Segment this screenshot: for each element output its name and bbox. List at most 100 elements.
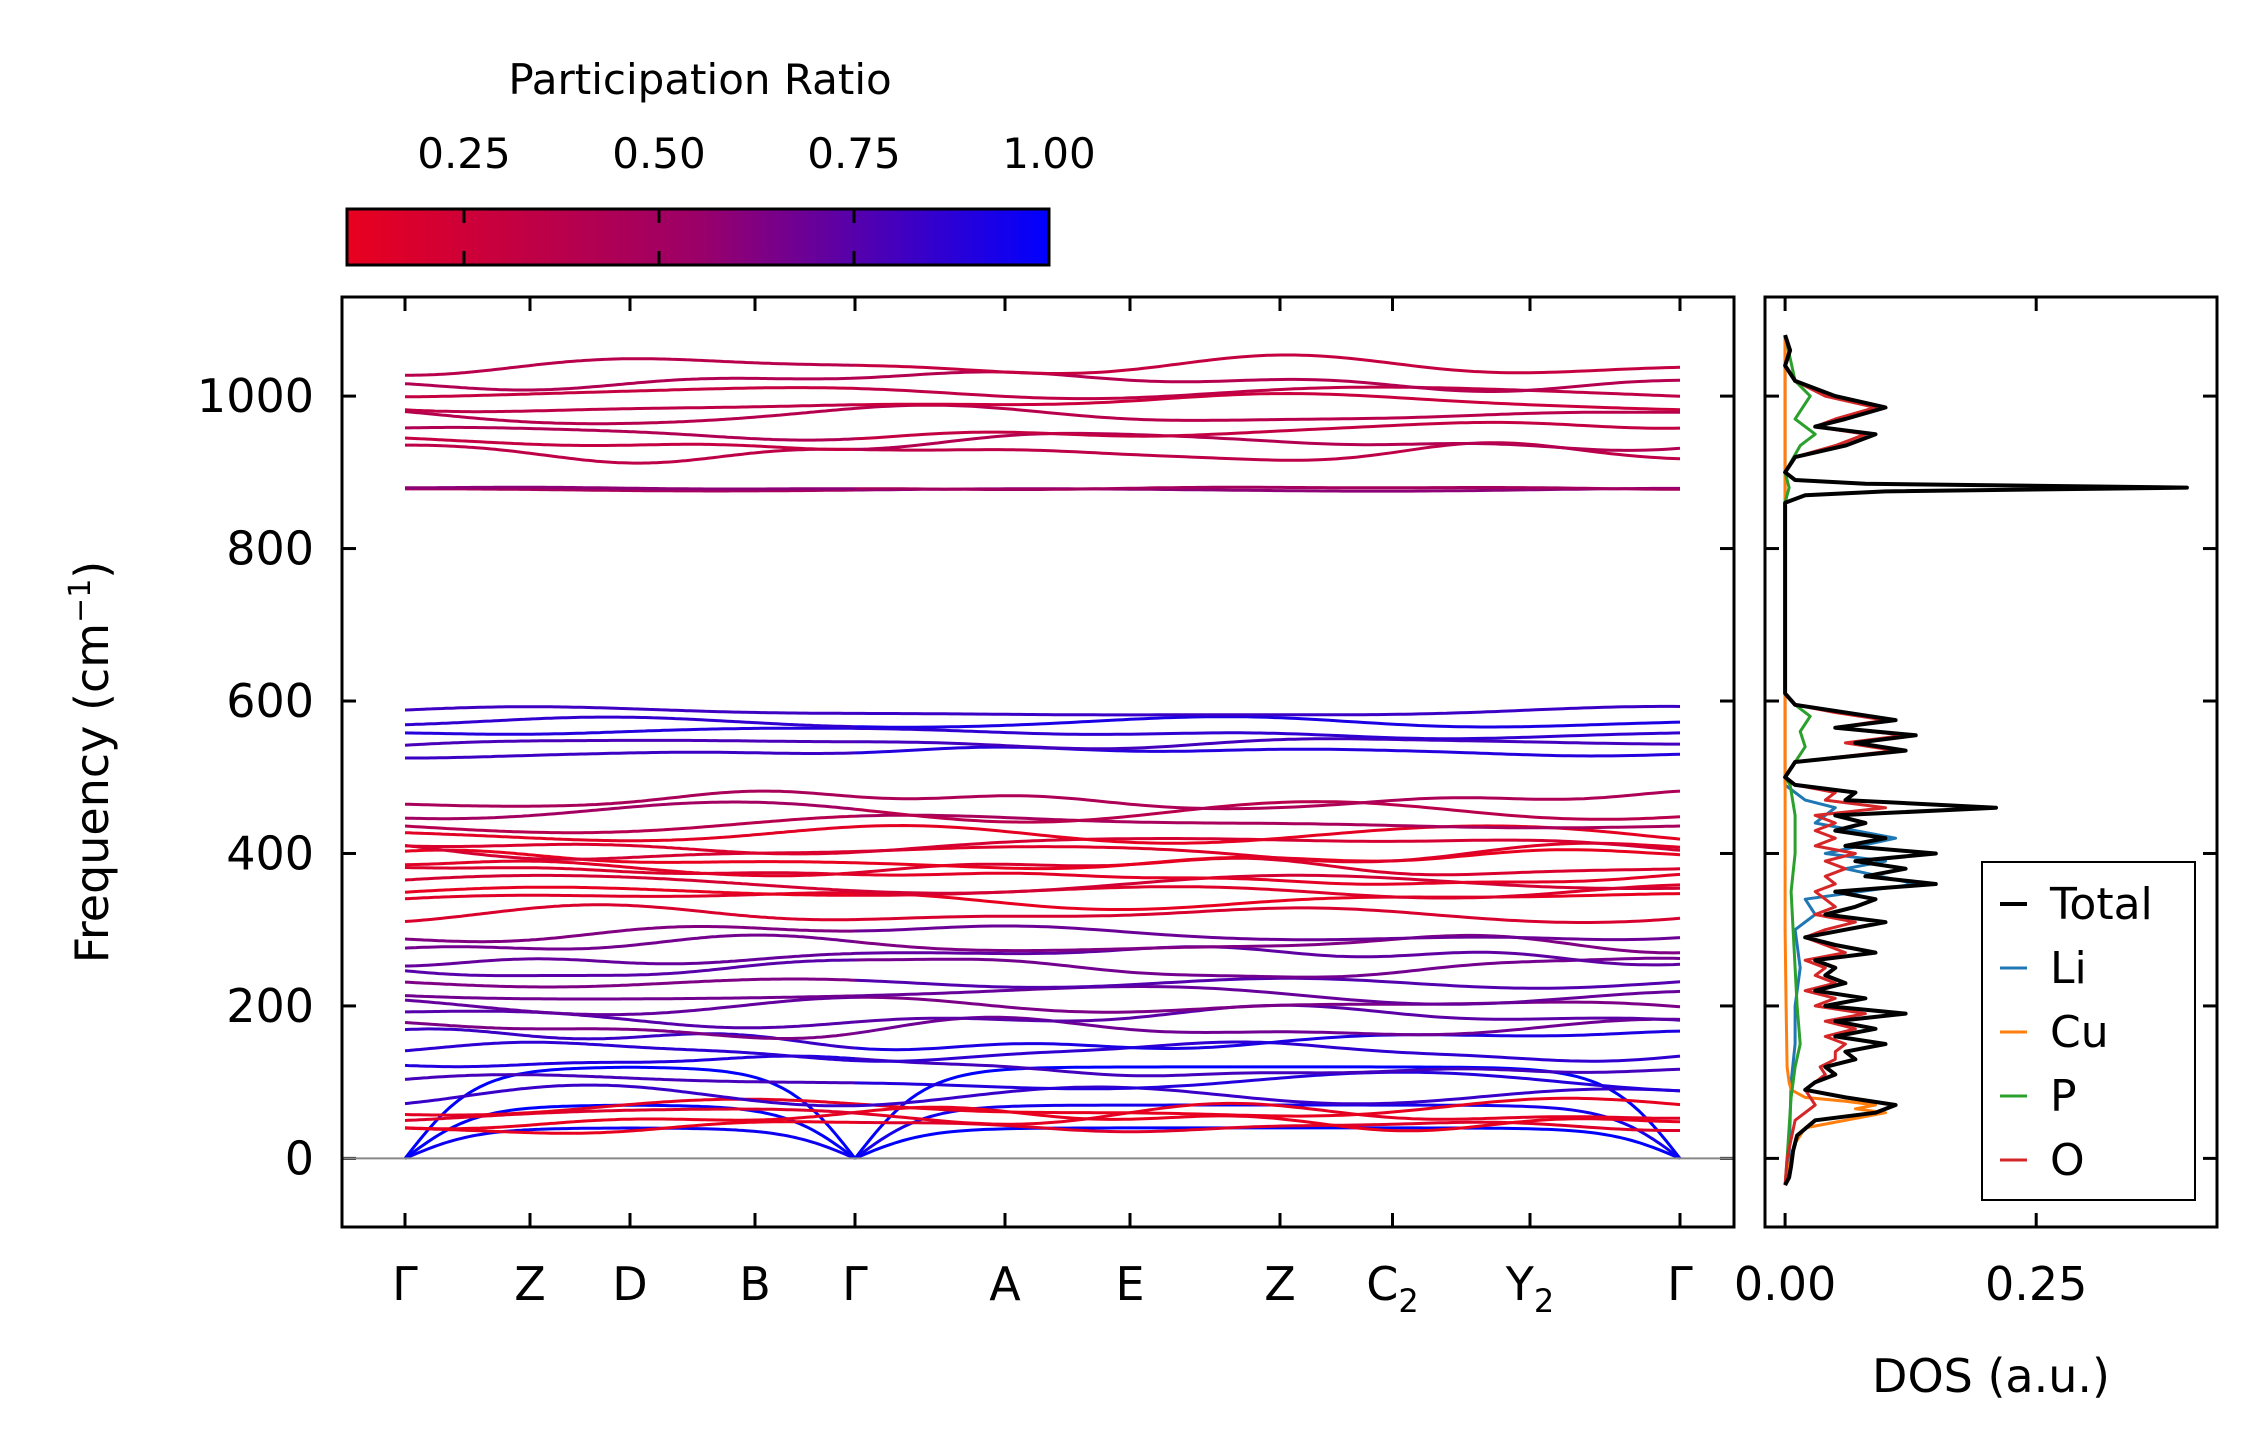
phonon-band xyxy=(854,1015,1681,1037)
phonon-band xyxy=(404,726,856,736)
phonon-band xyxy=(405,485,855,491)
phonon-band xyxy=(855,704,1681,717)
dos-lines xyxy=(1783,334,2189,1187)
phonon-band xyxy=(854,933,1681,955)
phonon-band xyxy=(854,370,1681,393)
phonon-band xyxy=(404,873,856,893)
y-axis-label-sup: −1 xyxy=(63,579,98,623)
phonon-band xyxy=(404,859,856,878)
dos-line-total xyxy=(1783,334,2189,1187)
phonon-band xyxy=(405,951,856,968)
phonon-band xyxy=(854,789,1681,811)
phonon-band xyxy=(404,842,856,856)
colorbar-gradient xyxy=(345,207,1051,267)
phonon-band xyxy=(854,841,1681,864)
phonon-band xyxy=(854,1057,1681,1078)
k-point-label: Γ xyxy=(392,1257,418,1311)
phonon-band xyxy=(854,800,1681,824)
dos-axes: 0.00 0.25 xyxy=(1734,297,2087,1311)
colorbar-title: Participation Ratio xyxy=(508,55,891,104)
phonon-band xyxy=(854,403,1680,422)
colorbar-tick-label: 0.50 xyxy=(612,129,706,178)
phonon-band xyxy=(405,425,856,442)
phonon-band xyxy=(404,789,856,808)
y-tick-label: 400 xyxy=(226,826,314,880)
phonon-band xyxy=(855,891,1681,911)
colorbar-ticks: 0.25 0.50 0.75 1.00 xyxy=(417,129,1096,265)
x-axis-label-dos: DOS (a.u.) xyxy=(1872,1349,2110,1403)
phonon-band xyxy=(405,443,855,465)
phonon-band xyxy=(854,924,1681,942)
phonon-band xyxy=(854,431,1681,452)
y-axis-label-end: ) xyxy=(65,561,119,579)
phonon-band xyxy=(404,1021,856,1040)
colorbar-tick-label: 1.00 xyxy=(1002,129,1096,178)
y-tick-label: 800 xyxy=(226,522,314,576)
phonon-band xyxy=(404,814,856,835)
phonon-band xyxy=(854,985,1681,1006)
phonon-band xyxy=(854,441,1681,462)
y-tick-label: 1000 xyxy=(197,369,314,423)
phonon-band xyxy=(854,391,1681,412)
dos-x-tick-label: 0.25 xyxy=(1985,1257,2087,1311)
phonon-band xyxy=(404,994,856,1001)
phonon-band xyxy=(404,958,855,978)
phonon-band xyxy=(405,750,856,760)
phonon-band xyxy=(403,1065,857,1160)
phonon-band xyxy=(854,1085,1681,1108)
phonon-band xyxy=(854,956,1681,979)
phonon-band xyxy=(404,1040,856,1063)
phonon-band xyxy=(854,1101,1680,1126)
phonon-band xyxy=(404,903,855,923)
phonon-band xyxy=(404,1107,856,1122)
phonon-band xyxy=(854,813,1681,830)
phonon-band xyxy=(854,856,1681,877)
phonon-band xyxy=(404,933,856,951)
phonon-band xyxy=(404,1073,856,1085)
dos-x-tick-label: 0.00 xyxy=(1734,1257,1836,1311)
y-axis-label-main: Frequency (cm xyxy=(65,623,119,963)
legend-label: Li xyxy=(2050,943,2087,994)
phonon-band xyxy=(405,357,856,377)
legend-label: P xyxy=(2050,1071,2077,1122)
dos-frame xyxy=(1763,295,2219,1229)
phonon-band xyxy=(854,745,1681,758)
legend-label: Cu xyxy=(2050,1007,2109,1058)
phonon-band xyxy=(404,1054,856,1069)
dos-legend: Total Li Cu PO xyxy=(1981,861,2196,1201)
phonon-band xyxy=(854,715,1681,729)
dos-panel: 0.00 0.25 DOS (a.u.) Total Li Cu PO xyxy=(1734,295,2219,1403)
phonon-band xyxy=(854,976,1681,990)
phonon-band xyxy=(404,977,856,989)
phonon-band xyxy=(854,945,1681,967)
phonon-band xyxy=(855,737,1680,751)
k-point-label: E xyxy=(1115,1257,1144,1311)
phonon-band xyxy=(854,906,1681,924)
phonon-band xyxy=(854,995,1681,1014)
phonon-band xyxy=(855,485,1680,491)
phonon-band xyxy=(854,873,1681,895)
k-point-label: Z xyxy=(514,1257,546,1311)
phonon-band xyxy=(854,1126,1681,1160)
phonon-band xyxy=(404,705,855,715)
phonon-band xyxy=(404,376,856,392)
phonon-band xyxy=(404,436,855,451)
phonon-band xyxy=(854,420,1681,441)
phonon-band xyxy=(405,386,856,399)
phonon-band xyxy=(404,1083,855,1108)
colorbar: Participation Ratio 0.25 0.50 0.75 1.00 xyxy=(345,55,1096,267)
phonon-band xyxy=(854,353,1681,375)
colorbar-tick-label: 0.75 xyxy=(807,129,901,178)
phonon-band xyxy=(854,1070,1681,1093)
phonon-band xyxy=(404,925,856,944)
phonon-band xyxy=(404,885,855,897)
phonon-band xyxy=(404,715,856,729)
y-tick-label: 0 xyxy=(285,1131,314,1185)
phonon-band xyxy=(404,406,856,426)
k-point-label: C2 xyxy=(1366,1257,1418,1320)
k-point-label: Y2 xyxy=(1505,1257,1554,1320)
phonon-band xyxy=(404,848,856,865)
y-tick-label: 600 xyxy=(226,674,314,728)
dos-line-p xyxy=(1783,334,1817,1186)
phonon-band xyxy=(404,738,856,747)
